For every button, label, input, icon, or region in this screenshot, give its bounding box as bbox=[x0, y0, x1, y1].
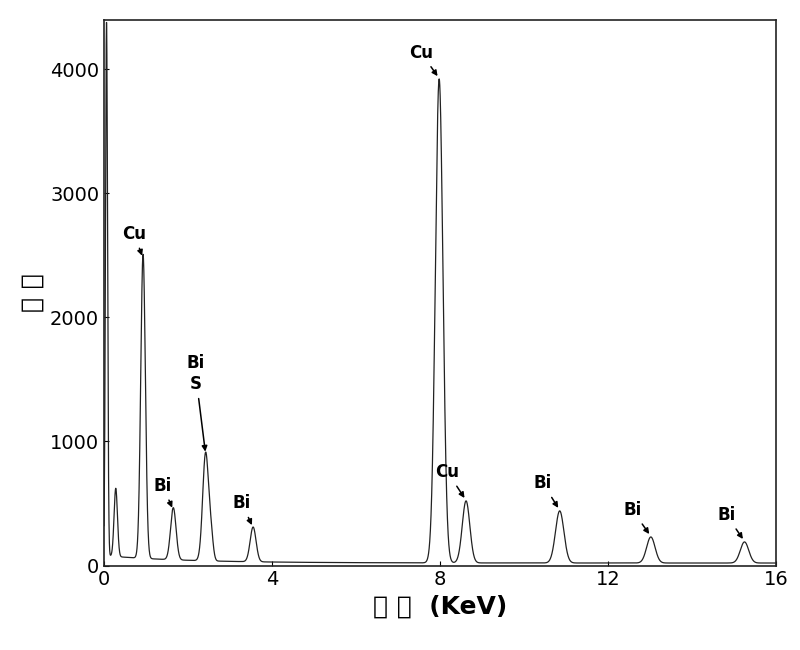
Text: Cu: Cu bbox=[435, 463, 463, 497]
Text: Bi: Bi bbox=[718, 506, 742, 538]
Text: Bi: Bi bbox=[534, 474, 558, 506]
Text: Bi: Bi bbox=[623, 501, 648, 532]
Text: Bi: Bi bbox=[154, 476, 172, 506]
Text: Cu: Cu bbox=[409, 44, 437, 75]
Text: Bi
S: Bi S bbox=[186, 354, 206, 450]
Y-axis label: 数 量: 数 量 bbox=[21, 273, 45, 312]
Text: Bi: Bi bbox=[233, 494, 251, 524]
X-axis label: 能 量  (KeV): 能 量 (KeV) bbox=[373, 595, 507, 619]
Text: Cu: Cu bbox=[122, 225, 146, 254]
